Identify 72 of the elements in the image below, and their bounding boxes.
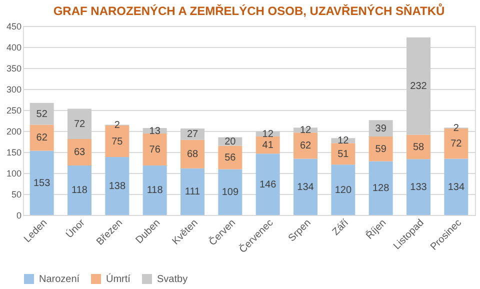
data-label: 76: [149, 144, 161, 156]
y-tick-label: 450: [6, 22, 22, 32]
y-tick-label: 150: [6, 148, 22, 158]
bar: [368, 136, 393, 162]
data-label: 27: [186, 129, 198, 140]
data-label: 134: [448, 182, 465, 193]
bar: [180, 168, 204, 215]
bar: [294, 132, 318, 159]
data-label: 146: [259, 179, 277, 190]
data-label: 134: [297, 182, 314, 193]
y-tick-label: 300: [6, 84, 22, 94]
bar: [294, 158, 318, 215]
data-label: 72: [74, 118, 86, 130]
bar: [180, 140, 204, 168]
bar: [406, 159, 430, 215]
y-tick-label: 100: [6, 168, 22, 178]
bar: [331, 143, 356, 165]
legend-label: Narození: [39, 274, 80, 285]
data-label: 12: [262, 128, 274, 140]
data-label: 13: [149, 126, 161, 137]
data-label: 118: [146, 185, 164, 196]
y-tick-label: 250: [6, 106, 22, 116]
data-label: 12: [300, 125, 312, 136]
data-label: 138: [108, 181, 126, 192]
data-label: 62: [300, 140, 312, 152]
data-label: 63: [74, 147, 86, 158]
data-label: 118: [72, 185, 88, 196]
data-label: 52: [36, 108, 48, 120]
bar: [218, 146, 242, 170]
data-label: 56: [224, 152, 236, 164]
y-tick-label: 0: [16, 210, 22, 220]
data-label: 41: [262, 140, 274, 152]
data-label: 75: [112, 136, 124, 148]
bar: [142, 134, 167, 166]
data-label: 20: [224, 136, 236, 148]
y-tick-label: 400: [6, 42, 22, 52]
legend-label: Svatby: [157, 274, 188, 285]
data-label: 128: [372, 183, 390, 194]
data-label: 133: [410, 182, 428, 194]
bar: [30, 124, 54, 151]
y-tick-label: 350: [6, 64, 22, 74]
bar: [30, 150, 54, 215]
bar: [105, 157, 130, 215]
data-label: 51: [338, 148, 350, 160]
data-label: 72: [450, 138, 462, 150]
bar: [218, 169, 242, 215]
data-label: 62: [36, 132, 48, 144]
data-label: 153: [33, 178, 51, 189]
data-label: 120: [334, 184, 352, 196]
y-tick-label: 200: [6, 126, 22, 136]
data-label: 12: [338, 136, 350, 147]
bar: [368, 161, 393, 215]
y-tick-label: 50: [11, 190, 22, 200]
data-label: 109: [222, 187, 239, 198]
bar: [406, 37, 430, 135]
bar: [68, 138, 92, 166]
bar: [444, 158, 468, 215]
data-label: 39: [375, 123, 387, 134]
data-label: 58: [412, 142, 424, 153]
bar: [30, 102, 54, 125]
bar: [406, 134, 430, 160]
bar: [331, 164, 356, 215]
chart-title: GRAF NAROZENÝCH A ZEMŘELÝCH OSOB, UZAVŘENÝCH SŇATKŮ: [53, 3, 445, 18]
data-label: 232: [410, 81, 428, 92]
bar: [68, 108, 92, 139]
bar: [68, 165, 92, 215]
data-label: 59: [375, 144, 387, 155]
legend-label: Úmrtí: [106, 273, 131, 285]
bar: [142, 165, 167, 215]
bar: [256, 154, 280, 215]
data-label: 68: [186, 149, 198, 160]
data-label: 111: [184, 186, 201, 198]
